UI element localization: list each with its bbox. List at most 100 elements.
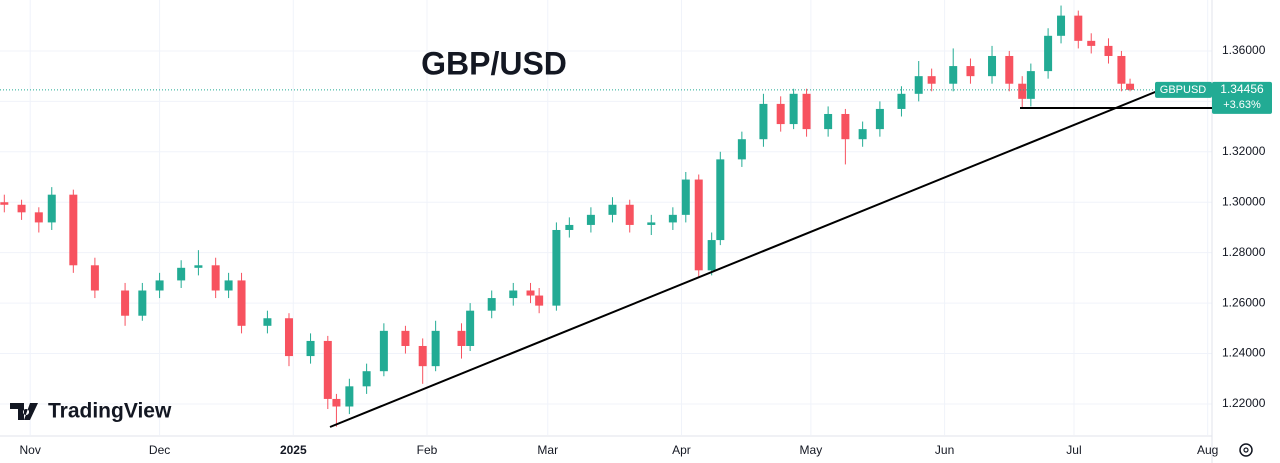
y-tick-label: 1.36000: [1222, 43, 1266, 57]
candle-body: [194, 265, 203, 268]
candle-body: [17, 204, 26, 213]
candle-body: [1026, 71, 1035, 99]
candle-body: [737, 139, 746, 160]
settings-gear-center[interactable]: [1243, 447, 1249, 453]
y-tick-label: 1.28000: [1222, 245, 1266, 259]
candle-body: [1044, 35, 1053, 72]
candle-body: [897, 93, 906, 109]
y-tick-label: 1.22000: [1222, 396, 1266, 410]
candle-body: [362, 371, 371, 387]
x-tick-label: Jul: [1066, 443, 1081, 457]
settings-icon[interactable]: [1239, 443, 1253, 457]
candle-body: [1117, 55, 1126, 84]
y-tick-label: 1.30000: [1222, 194, 1266, 208]
trend-line: [329, 87, 1166, 428]
candle-body: [789, 93, 798, 125]
candle-body: [841, 113, 850, 140]
candle-body: [345, 386, 354, 407]
candle-body: [668, 214, 677, 223]
candle-body: [47, 194, 56, 223]
candle-body: [927, 76, 936, 84]
candle-body: [1126, 83, 1135, 90]
candle-body: [586, 214, 595, 225]
candle-body: [716, 159, 725, 241]
candle-body: [759, 103, 768, 140]
change-label: +3.63%: [1223, 99, 1261, 111]
candle-body: [694, 179, 703, 271]
x-tick-label: Nov: [20, 443, 41, 457]
x-tick-label: May: [800, 443, 823, 457]
x-tick-label: Aug: [1197, 443, 1218, 457]
candle-body: [914, 76, 923, 94]
price-box: [1212, 81, 1272, 114]
candle-body: [487, 298, 496, 311]
candle-body: [306, 340, 315, 357]
candle-body: [949, 66, 958, 84]
symbol-label: GBPUSD: [1160, 84, 1207, 96]
candle-body: [1087, 40, 1096, 46]
candle-body: [802, 93, 811, 130]
candle-body: [177, 267, 186, 281]
candle-body: [1074, 15, 1083, 41]
candle-body: [138, 290, 147, 316]
candle-body: [707, 240, 716, 271]
candle-body: [263, 318, 272, 326]
candle-body: [0, 202, 9, 205]
symbol-box: [1155, 81, 1212, 98]
candle-body: [466, 310, 475, 346]
price-labels: 1.22000 1.24000 1.26000 1.28000 1.30000 1.320…: [20, 43, 1272, 457]
candle-body: [401, 330, 410, 346]
candle-body: [69, 194, 78, 266]
candle-body: [875, 108, 884, 130]
candle-body: [121, 290, 130, 316]
candle-body: [332, 398, 341, 407]
candle-body: [681, 179, 690, 215]
y-tick-label: 1.24000: [1222, 346, 1266, 360]
settings-gear[interactable]: [1239, 443, 1253, 457]
candle-body: [323, 340, 332, 399]
plot-area: [0, 5, 1212, 427]
candle-body: [418, 345, 427, 367]
watermark: TradingView: [48, 400, 172, 423]
candle-body: [155, 280, 164, 291]
x-tick-label: Feb: [417, 443, 438, 457]
candle-body: [608, 204, 617, 215]
candle-body: [776, 103, 785, 125]
logo-icon: [10, 403, 38, 420]
x-tick-label: Dec: [149, 443, 170, 457]
candle-body: [1057, 15, 1066, 36]
x-tick-label: 2025: [280, 443, 307, 457]
candle-body: [1104, 45, 1113, 56]
candle-body: [1018, 83, 1027, 99]
candle-body: [565, 224, 574, 230]
candle-body: [535, 295, 544, 306]
chart-title: GBP/USD: [421, 45, 567, 81]
y-tick-label: 1.26000: [1222, 295, 1266, 309]
candle-body: [1005, 55, 1014, 84]
candle-body: [526, 290, 535, 296]
logo: TradingView: [10, 400, 172, 423]
y-tick-label: 1.32000: [1222, 144, 1266, 158]
candle-body: [509, 290, 518, 299]
candle-body: [224, 280, 233, 291]
candle-body: [647, 222, 656, 225]
candle-body: [552, 229, 561, 306]
candle-body: [988, 55, 997, 77]
candle-body: [34, 212, 43, 223]
x-tick-label: Mar: [537, 443, 558, 457]
candle-body: [431, 330, 440, 367]
candle-body: [966, 66, 975, 77]
candle-body: [284, 318, 293, 357]
x-tick-label: Jun: [935, 443, 954, 457]
last-price-label: 1.34456: [1220, 82, 1264, 96]
candle-body: [824, 113, 833, 130]
candle-body: [625, 204, 634, 225]
candle-body: [379, 330, 388, 372]
candle-body: [211, 265, 220, 291]
candle-body: [237, 280, 246, 326]
candle-body: [90, 265, 99, 291]
candle-body: [858, 129, 867, 140]
grid: [0, 0, 1212, 435]
